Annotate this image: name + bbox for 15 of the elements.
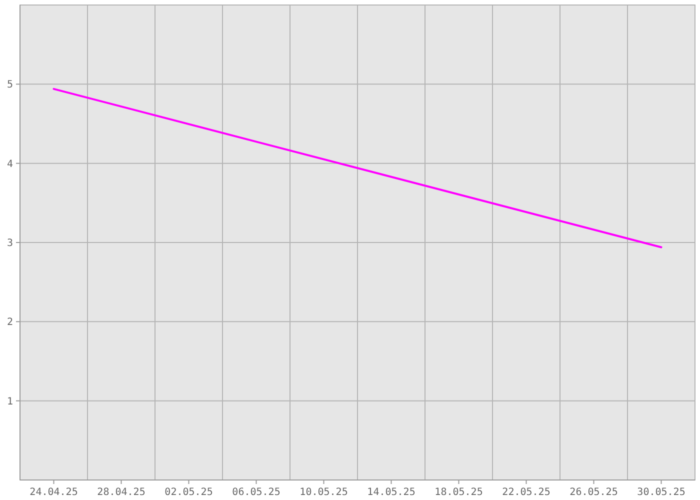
x-tick-label: 02.05.25 [164, 487, 213, 498]
y-tick-label: 5 [6, 80, 13, 91]
x-tick-label: 28.04.25 [97, 487, 146, 498]
x-tick-label: 22.05.25 [502, 487, 550, 498]
x-tick-label: 06.05.25 [232, 487, 280, 498]
x-tick-label: 30.05.25 [637, 487, 686, 498]
y-tick-label: 4 [6, 158, 13, 170]
x-tick-label: 18.05.25 [434, 487, 483, 498]
x-tick-label: 10.05.25 [300, 487, 348, 498]
y-tick-label: 3 [6, 238, 13, 249]
x-tick-label: 14.05.25 [367, 487, 416, 498]
x-tick-label: 24.04.25 [30, 487, 78, 498]
x-tick-label: 26.05.25 [570, 487, 618, 498]
y-tick-label: 1 [6, 396, 13, 408]
y-tick-label: 2 [6, 317, 13, 328]
